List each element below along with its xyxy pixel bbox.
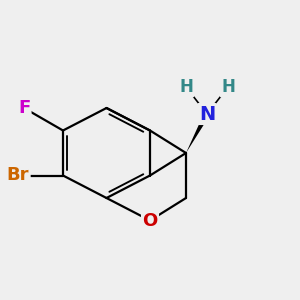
Text: O: O [142, 212, 158, 230]
Text: F: F [18, 99, 30, 117]
Text: Br: Br [7, 167, 29, 184]
Text: H: H [179, 78, 193, 96]
Text: N: N [199, 104, 215, 124]
Polygon shape [186, 112, 210, 153]
Text: H: H [221, 78, 235, 96]
